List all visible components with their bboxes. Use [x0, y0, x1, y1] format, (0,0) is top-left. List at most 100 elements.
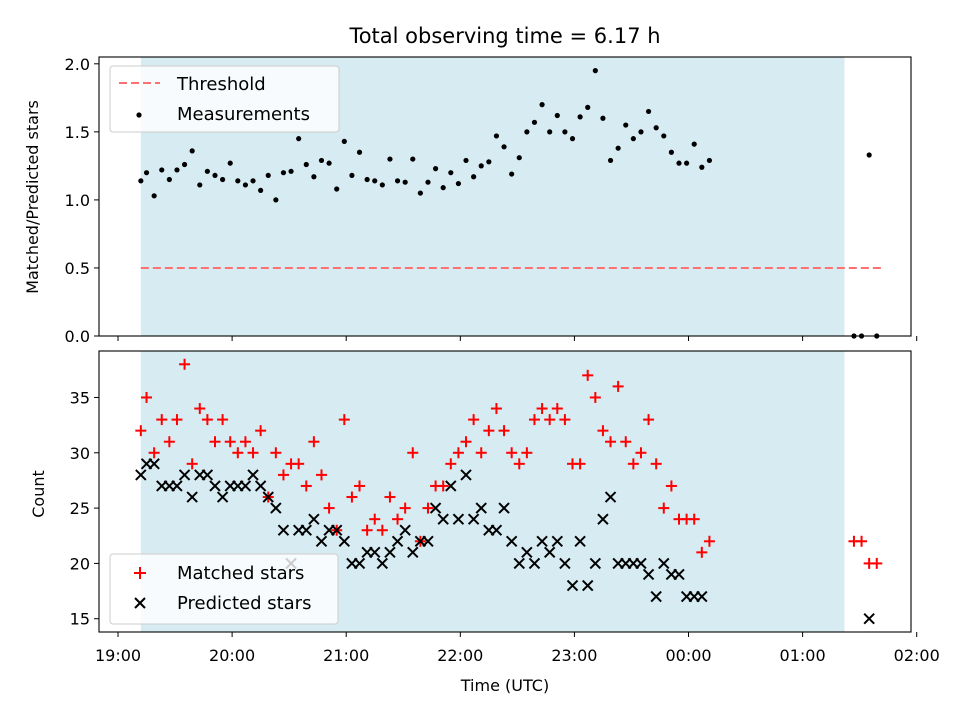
measurement-point: [478, 163, 484, 169]
x-axis-label: Time (UTC): [460, 676, 549, 695]
predicted-star-point: [338, 535, 351, 547]
matched-star-point: [186, 458, 198, 470]
predicted-star-point: [135, 469, 147, 481]
measurement-point: [288, 168, 294, 174]
predicted-star-point: [475, 502, 487, 514]
matched-star-point: [141, 391, 153, 403]
predicted-star-stroke: [407, 546, 419, 559]
top-ytick-label: 0.0: [65, 327, 90, 346]
bottom-ytick-label: 20: [70, 554, 90, 573]
matched-star-point: [369, 513, 381, 525]
measurement-point: [235, 178, 241, 184]
matched-star-point: [856, 535, 868, 547]
legend-threshold-label: Threshold: [176, 74, 266, 95]
predicted-star-point: [658, 557, 670, 570]
matched-star-point: [688, 513, 700, 525]
matched-star-point: [582, 369, 594, 381]
measurement-point: [455, 180, 462, 187]
xtick-label: 01:00: [780, 646, 826, 665]
matched-star-point: [650, 458, 662, 470]
measurement-point: [554, 112, 560, 119]
predicted-star-point: [566, 579, 579, 592]
matched-star-point: [468, 414, 480, 426]
predicted-star-stroke: [376, 557, 389, 570]
measurement-point: [569, 136, 576, 142]
predicted-star-point: [262, 491, 274, 503]
measurement-point: [410, 156, 416, 162]
matched-star-point: [490, 403, 502, 415]
xtick-label: 19:00: [95, 646, 141, 665]
predicted-star-point: [673, 568, 685, 581]
matched-star-point: [498, 425, 510, 437]
measurement-point: [638, 129, 644, 135]
predicted-star-stroke: [521, 546, 533, 559]
predicted-star-stroke: [566, 579, 579, 592]
matched-star-point: [338, 414, 350, 426]
top-legend-box: [109, 65, 340, 133]
legend-matched-label: Matched stars: [177, 563, 304, 584]
matched-star-point: [871, 557, 883, 569]
matched-star-point: [247, 447, 259, 459]
measurement-point: [432, 166, 439, 172]
legend-measurements-label: Measurements: [177, 104, 310, 125]
measurement-point: [394, 178, 401, 184]
predicted-star-point: [460, 469, 472, 481]
predicted-star-stroke: [178, 469, 191, 481]
matched-star-point: [179, 358, 191, 370]
measurement-point: [623, 122, 629, 128]
matched-star-point: [346, 491, 358, 503]
measurement-point: [516, 155, 522, 161]
matched-star-point: [475, 447, 487, 459]
matched-star-point: [627, 458, 639, 470]
predicted-star-point: [559, 557, 571, 570]
predicted-star-point: [270, 502, 282, 514]
predicted-star-stroke: [135, 469, 147, 481]
matched-star-point: [597, 425, 609, 437]
matched-star-point: [171, 414, 183, 426]
measurement-point: [547, 129, 553, 135]
matched-star-point: [521, 447, 533, 459]
predicted-star-point: [254, 480, 267, 492]
predicted-star-stroke: [216, 491, 229, 503]
predicted-star-stroke: [254, 480, 267, 492]
predicted-star-point: [498, 502, 510, 514]
matched-star-point: [163, 436, 175, 448]
matched-star-point: [703, 535, 715, 547]
measurement-point: [501, 144, 507, 150]
measurement-point: [531, 119, 538, 125]
predicted-star-point: [863, 613, 875, 625]
matched-star-point: [148, 447, 160, 459]
bottom-legend-box: [109, 553, 339, 625]
predicted-star-point: [216, 491, 229, 503]
predicted-star-stroke: [513, 557, 525, 570]
measurement-point: [273, 197, 279, 203]
matched-star-point: [277, 469, 289, 481]
matched-star-point: [354, 480, 366, 492]
predicted-star-point: [696, 590, 708, 603]
matched-star-point: [612, 380, 624, 392]
legend-measurements-swatch: [136, 112, 142, 118]
predicted-star-stroke: [642, 568, 655, 581]
measurement-point: [364, 176, 370, 183]
predicted-star-stroke: [353, 557, 366, 570]
matched-star-point: [315, 469, 327, 481]
matched-star-point: [620, 436, 632, 448]
matched-star-point: [551, 403, 563, 415]
matched-star-point: [574, 458, 586, 470]
matched-star-point: [399, 502, 411, 514]
matched-star-point: [544, 414, 556, 426]
predicted-star-point: [528, 557, 541, 570]
matched-star-point: [201, 414, 213, 426]
predicted-star-stroke: [863, 613, 875, 625]
measurement-point: [143, 170, 150, 176]
predicted-star-stroke: [148, 458, 160, 470]
matched-star-point: [376, 524, 388, 536]
measurement-point: [204, 168, 210, 174]
predicted-star-point: [642, 568, 655, 581]
matched-star-point: [232, 447, 244, 459]
predicted-star-stroke: [559, 557, 571, 570]
matched-star-point: [437, 480, 449, 492]
measurement-point: [440, 185, 446, 191]
predicted-star-stroke: [589, 557, 602, 570]
